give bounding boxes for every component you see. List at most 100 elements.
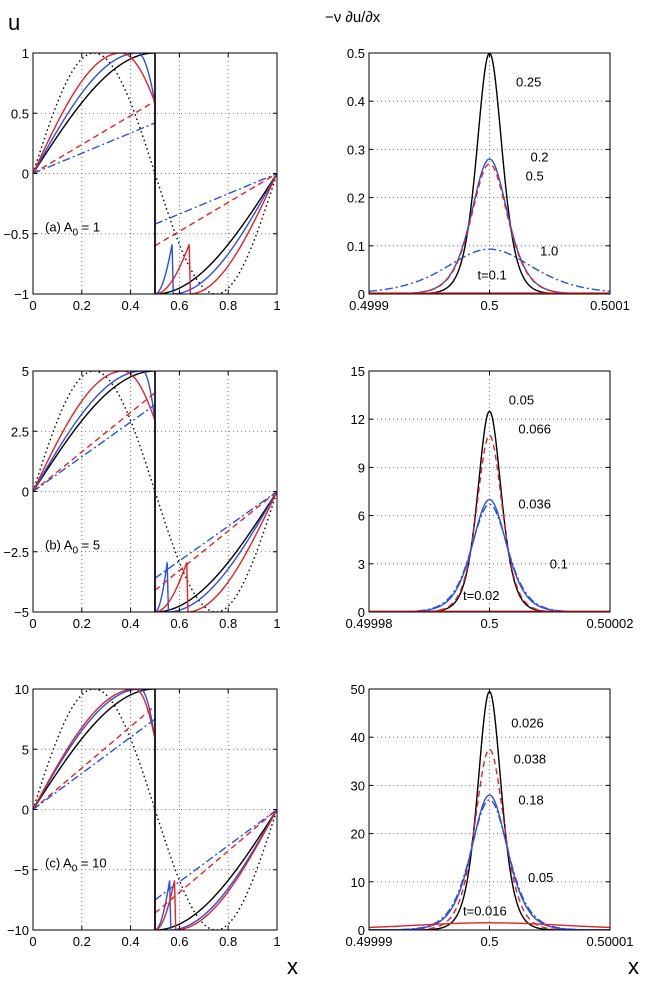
curve-label: t=0.1 [477, 268, 506, 283]
annotation-sub: 0 [72, 227, 78, 238]
annotation-tail: = 10 [77, 855, 106, 870]
y-tick-label: −10 [7, 923, 29, 938]
x-tick-label: 0 [29, 616, 36, 631]
y-tick-label: 5 [22, 742, 29, 757]
x-tick-label: 0.6 [170, 934, 188, 949]
x-tick-label: 0.4 [122, 934, 140, 949]
series-line [33, 392, 156, 493]
curve-label: 0.026 [511, 716, 544, 731]
y-tick-label: 0.5 [347, 46, 365, 61]
x-tick-label: 0.4 [122, 616, 140, 631]
series-line [369, 503, 610, 612]
x-tick-label: 1 [273, 298, 280, 313]
series-line [154, 172, 277, 225]
chart-b-left: 0 0.2 0.4 0.6 0.8 1−5−2.502.55(b) A0 = 5 [3, 364, 280, 631]
y-tick-label: 50 [351, 682, 365, 697]
x-tick-label: 0.6 [170, 298, 188, 313]
curve-label: 0.038 [514, 752, 547, 767]
y-tick-label: 20 [351, 827, 365, 842]
curve-label: t=0.02 [463, 588, 500, 603]
y-tick-label: −2.5 [3, 545, 29, 560]
panel-annotation: (c) A0 = 10 [45, 855, 107, 874]
panel-annotation: (a) A0 = 1 [45, 219, 100, 238]
y-tick-label: 0 [358, 605, 365, 620]
x-tick-label: 0 [29, 934, 36, 949]
y-tick-label: 15 [351, 364, 365, 379]
curve-label: t=0.016 [463, 904, 507, 919]
series-line [154, 172, 277, 247]
chart-a-left: 0 0.2 0.4 0.6 0.8 1−1−0.500.51(a) A0 = 1 [3, 46, 280, 313]
x-tick-label: 0.5 [480, 298, 498, 313]
x-tick-label: 0.49999 [346, 934, 393, 949]
series-line [154, 808, 277, 901]
x-tick-label: 0.6 [170, 616, 188, 631]
left-y-axis-label: u [8, 10, 20, 35]
y-tick-label: 40 [351, 730, 365, 745]
y-tick-label: −0.5 [3, 227, 29, 242]
annotation-main: (c) A [45, 855, 72, 870]
y-tick-label: 10 [351, 875, 365, 890]
x-tick-label: 0.2 [73, 934, 91, 949]
x-tick-label: 0.2 [73, 298, 91, 313]
curve-label: 1.0 [540, 243, 558, 258]
annotation-tail: = 1 [78, 219, 100, 234]
series-line [33, 404, 156, 493]
y-tick-label: 0 [358, 923, 365, 938]
chart-a-right: 0.4999 0.5 0.5001 0 0.1 0.2 0.3 0.4 0.5 0.25 0.2 0.… [347, 46, 630, 313]
series-line [33, 100, 156, 175]
series-line [154, 490, 277, 579]
right-x-axis-label: x [628, 954, 639, 979]
y-tick-label: 9 [358, 460, 365, 475]
series-line [33, 122, 156, 175]
x-tick-label: 0 [29, 298, 36, 313]
x-tick-label: 0.5 [480, 616, 498, 631]
curve-label: 0.2 [530, 149, 548, 164]
chart-c-right: 0.49999 0.5 0.50001 0 10 20 30 40 50 0.026 0.038 0.… [346, 682, 634, 949]
y-tick-label: 0 [358, 287, 365, 302]
y-tick-label: 0.3 [347, 142, 365, 157]
series-line [369, 690, 610, 930]
x-tick-label: 0.8 [219, 616, 237, 631]
x-tick-label: 0.5 [480, 934, 498, 949]
y-tick-label: 0 [22, 485, 29, 500]
x-tick-label: 1 [273, 616, 280, 631]
curve-label: 0.066 [518, 422, 551, 437]
panel-annotation: (b) A0 = 5 [45, 537, 100, 556]
y-tick-label: 0 [22, 803, 29, 818]
y-tick-label: −5 [14, 605, 29, 620]
y-tick-label: 12 [351, 412, 365, 427]
chart-b-right: 0.49998 0.5 0.50002 0 3 6 9 12 15 0.05 0.066 0.036 0… [346, 364, 634, 631]
annotation-main: (a) A [45, 219, 73, 234]
y-tick-label: 0.4 [347, 94, 365, 109]
y-tick-label: 1 [22, 46, 29, 61]
series-line [33, 718, 156, 811]
y-tick-label: 30 [351, 778, 365, 793]
series-line [369, 799, 610, 930]
y-tick-label: 10 [15, 682, 29, 697]
y-tick-label: 5 [22, 364, 29, 379]
curve-label: 0.05 [509, 393, 534, 408]
x-tick-label: 0.8 [219, 298, 237, 313]
y-tick-label: 0.5 [11, 106, 29, 121]
series-line [369, 922, 610, 929]
plot-area [369, 690, 610, 930]
x-tick-label: 0.5001 [590, 298, 630, 313]
x-tick-label: 0.8 [219, 934, 237, 949]
annotation-sub: 0 [72, 863, 78, 874]
annotation-main: (b) A [45, 537, 73, 552]
curve-label: 0.18 [518, 793, 543, 808]
annotation-tail: = 5 [78, 537, 100, 552]
y-tick-label: 6 [358, 509, 365, 524]
annotation-sub: 0 [72, 545, 78, 556]
right-y-axis-label: −ν ∂u/∂x [325, 9, 381, 26]
x-tick-label: 0.4 [122, 298, 140, 313]
series-line [369, 248, 610, 292]
left-x-axis-label: x [287, 954, 298, 979]
curve-label: 0.1 [550, 557, 568, 572]
curve-label: 0.036 [518, 496, 551, 511]
x-tick-label: 0.50002 [587, 616, 634, 631]
x-tick-label: 0.50001 [587, 934, 634, 949]
y-tick-label: 0.2 [347, 191, 365, 206]
